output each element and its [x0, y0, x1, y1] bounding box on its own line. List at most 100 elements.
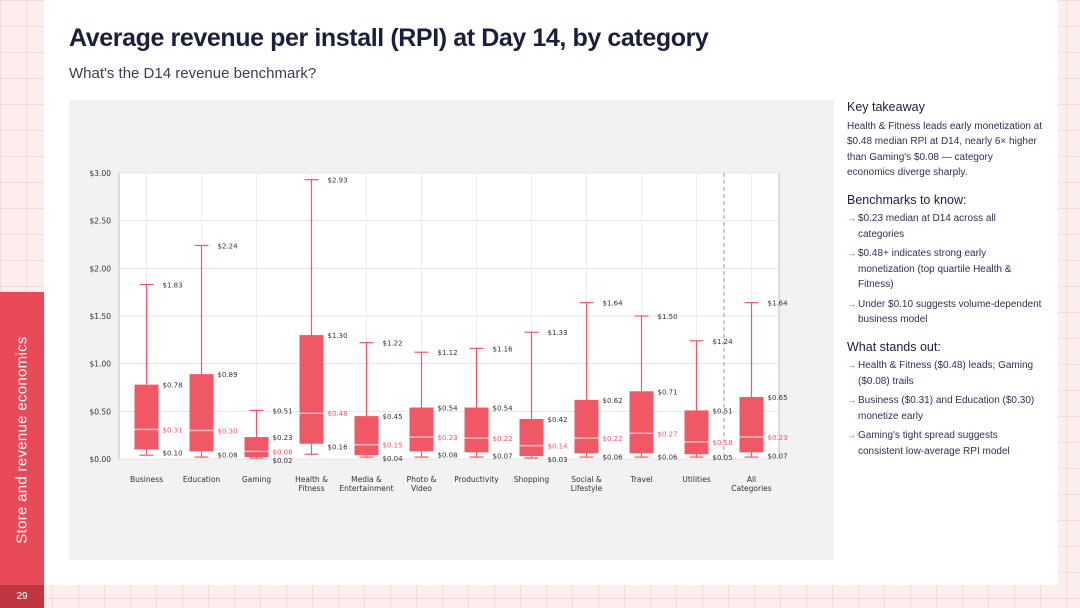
- x-tick-label: Fitness: [299, 484, 325, 493]
- y-tick-label: $0.50: [90, 407, 112, 416]
- x-tick-label: Education: [183, 475, 221, 484]
- standouts-heading: What stands out:: [847, 339, 941, 354]
- x-tick-label: Lifestyle: [571, 484, 603, 493]
- x-tick-label: Video: [411, 484, 432, 493]
- median-label: $0.14: [548, 443, 569, 451]
- box-iqr: [299, 335, 324, 444]
- rpi-boxplot-chart: $0.00 $0.50 $1.00 $1.50 $2.00 $2.50 $3.00 $1.83…: [90, 169, 789, 493]
- x-tick-label: Utilities: [682, 475, 710, 484]
- benchmarks-section: Benchmarks to know: $0.23 median at D14 …: [847, 193, 1043, 328]
- q1-label: $0.02: [273, 457, 293, 465]
- box-iqr: [574, 399, 599, 454]
- list-item: $0.48+ indicates strong early monetizati…: [847, 246, 1043, 293]
- box-iqr: [684, 410, 709, 455]
- whisker-high-label: $2.24: [218, 242, 239, 250]
- q3-label: $0.78: [163, 382, 183, 390]
- median-label: $0.08: [273, 448, 293, 456]
- q3-label: $0.89: [218, 371, 238, 379]
- q1-label: $0.08: [438, 451, 458, 459]
- standouts-list: Health & Fitness ($0.48) leads; Gaming (…: [847, 358, 1043, 459]
- q1-label: $0.16: [328, 444, 349, 452]
- x-tick-label: Media &: [351, 475, 382, 484]
- x-tick-label: Entertainment: [339, 484, 393, 493]
- median-label: $0.23: [438, 434, 458, 442]
- q3-label: $0.51: [713, 407, 733, 415]
- median-label: $0.31: [163, 426, 183, 434]
- whisker-high-label: $1.24: [713, 338, 734, 346]
- median-label: $0.15: [383, 442, 403, 450]
- x-tick-label: All: [747, 475, 756, 484]
- x-tick-label: Social &: [571, 475, 602, 484]
- list-item: Health & Fitness ($0.48) leads; Gaming (…: [847, 358, 1043, 389]
- list-item: Gaming's tight spread suggests consisten…: [847, 428, 1043, 459]
- x-tick-label: Shopping: [514, 475, 549, 484]
- q3-label: $0.54: [438, 405, 459, 413]
- box-iqr: [409, 407, 434, 452]
- y-tick-label: $2.00: [90, 264, 112, 273]
- whisker-high-label: $1.22: [383, 340, 403, 348]
- q1-label: $0.10: [163, 449, 183, 457]
- x-tick-label: Travel: [629, 475, 652, 484]
- q3-label: $0.62: [603, 397, 623, 405]
- q3-label: $0.65: [768, 394, 788, 402]
- insights-column: Key takeaway Health & Fitness leads earl…: [847, 100, 1043, 471]
- box-iqr: [739, 397, 764, 453]
- median-label: $0.22: [493, 435, 513, 443]
- q3-label: $0.42: [548, 416, 568, 424]
- x-tick-label: Health &: [295, 475, 328, 484]
- whisker-high-label: $0.51: [273, 407, 293, 415]
- x-tick-label: Business: [130, 475, 163, 484]
- list-item: Business ($0.31) and Education ($0.30) m…: [847, 393, 1043, 424]
- x-tick-label: Photo &: [407, 475, 437, 484]
- y-tick-label: $1.50: [90, 312, 112, 321]
- page-subtitle: What's the D14 revenue benchmark?: [69, 65, 317, 82]
- q3-label: $0.71: [658, 388, 678, 396]
- benchmarks-list: $0.23 median at D14 across all categorie…: [847, 211, 1043, 328]
- whisker-high-label: $1.50: [658, 313, 678, 321]
- median-label: $0.27: [658, 430, 678, 438]
- y-tick-label: $3.00: [90, 169, 112, 178]
- x-tick-label: Categories: [731, 484, 772, 493]
- q3-label: $0.23: [273, 434, 293, 442]
- whisker-high-label: $1.64: [603, 300, 624, 308]
- chart-panel: $0.00 $0.50 $1.00 $1.50 $2.00 $2.50 $3.00 $1.83…: [69, 100, 834, 560]
- y-tick-label: $1.00: [90, 360, 112, 369]
- box-iqr: [134, 384, 159, 450]
- q3-label: $0.45: [383, 413, 403, 421]
- y-tick-label: $2.50: [90, 217, 112, 226]
- box-iqr: [354, 416, 379, 456]
- page-number: 29: [0, 585, 44, 608]
- q1-label: $0.08: [218, 451, 238, 459]
- q1-label: $0.06: [658, 453, 679, 461]
- q1-label: $0.05: [713, 454, 733, 462]
- page-title: Average revenue per install (RPI) at Day…: [69, 24, 709, 52]
- x-tick-label: Gaming: [242, 475, 272, 484]
- median-label: $0.48: [328, 410, 348, 418]
- benchmarks-heading: Benchmarks to know:: [847, 192, 967, 207]
- side-band: [0, 292, 44, 608]
- whisker-high-label: $1.12: [438, 349, 458, 357]
- whisker-high-label: $1.33: [548, 329, 568, 337]
- q3-label: $0.54: [493, 405, 514, 413]
- box-iqr: [519, 418, 544, 457]
- key-takeaway-heading: Key takeaway: [847, 100, 925, 114]
- box-iqr: [189, 374, 214, 452]
- list-item: Under $0.10 suggests volume-dependent bu…: [847, 297, 1043, 328]
- x-tick-label: Productivity: [454, 475, 499, 484]
- key-takeaway-text: Health & Fitness leads early monetizatio…: [847, 120, 1043, 179]
- y-tick-label: $0.00: [90, 455, 112, 464]
- section-label: Store and revenue economics: [13, 336, 31, 544]
- box-iqr: [629, 391, 654, 454]
- box-iqr: [464, 407, 489, 453]
- q1-label: $0.04: [383, 455, 404, 463]
- median-label: $0.22: [603, 435, 623, 443]
- list-item: $0.23 median at D14 across all categorie…: [847, 211, 1043, 242]
- whisker-high-label: $1.16: [493, 345, 514, 353]
- median-label: $0.30: [218, 427, 238, 435]
- standouts-section: What stands out: Health & Fitness ($0.48…: [847, 340, 1043, 460]
- box-iqr: [244, 437, 269, 458]
- q3-label: $1.30: [328, 332, 348, 340]
- whisker-high-label: $2.93: [328, 177, 348, 185]
- q1-label: $0.07: [493, 452, 513, 460]
- q1-label: $0.06: [603, 453, 624, 461]
